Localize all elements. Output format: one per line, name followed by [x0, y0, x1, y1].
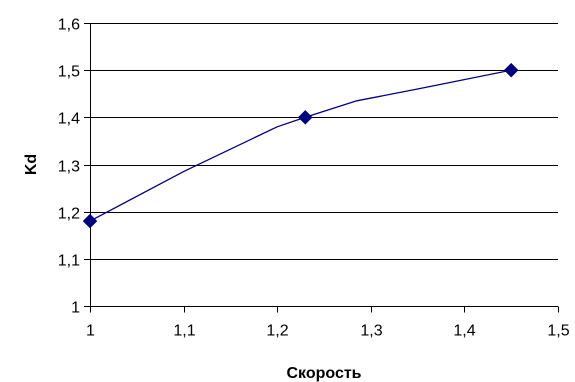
x-tick-label: 1,1 [173, 323, 195, 340]
y-axis-title: Kd [23, 154, 40, 175]
data-point-marker [503, 62, 519, 78]
series-line-path [89, 69, 512, 222]
x-tick-label: 1,5 [547, 323, 569, 340]
axes [84, 23, 559, 313]
y-tick-label: 1,3 [58, 159, 80, 176]
data-point-marker [82, 213, 98, 229]
tick-labels: 1 1,1 1,2 1,3 1,4 1,5 1,6 1 1,1 1,2 1,3 1,4 1,5 [58, 17, 570, 340]
x-tick-label: 1,4 [453, 323, 475, 340]
y-tick-label: 1,5 [58, 64, 80, 81]
x-tick-label: 1,3 [360, 323, 382, 340]
data-point-marker [297, 109, 313, 125]
grid-lines [90, 23, 558, 260]
x-axis-title: Скорость [286, 365, 361, 382]
x-tick-label: 1 [86, 323, 95, 340]
series-markers [82, 62, 519, 229]
y-tick-label: 1 [71, 300, 80, 317]
x-tick-label: 1,2 [266, 323, 288, 340]
series-line [89, 69, 512, 222]
y-tick-label: 1,4 [58, 111, 80, 128]
y-tick-label: 1,2 [58, 206, 80, 223]
y-tick-label: 1,1 [58, 253, 80, 270]
y-tick-label: 1,6 [58, 17, 80, 34]
